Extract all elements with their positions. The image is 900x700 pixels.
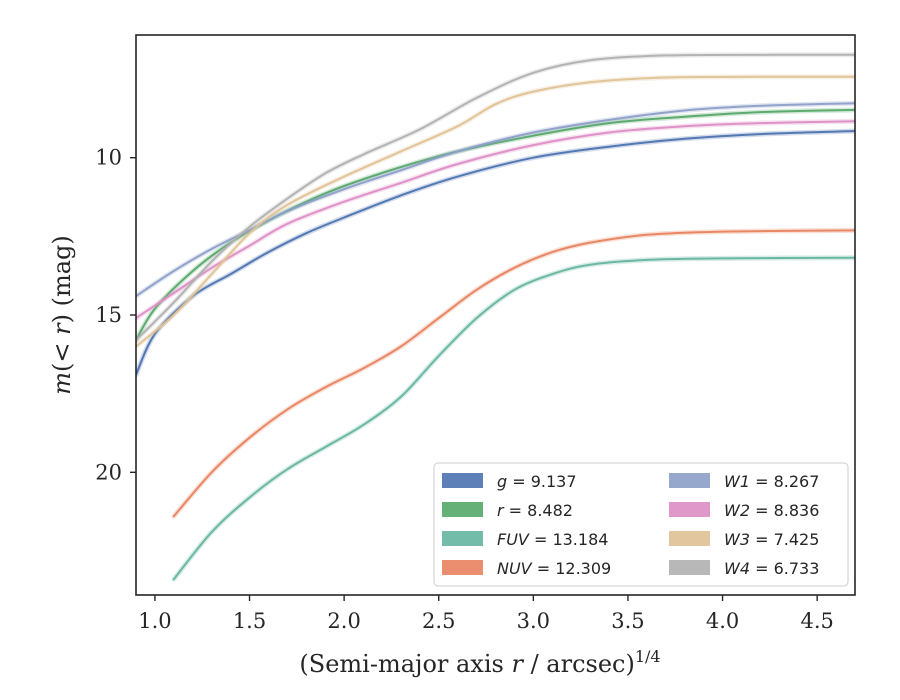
y-axis-label-open: ( (48, 363, 76, 372)
legend-label-name: W2 (724, 501, 750, 520)
legend-label-value: = 13.184 (529, 530, 609, 549)
legend-label-value: = 9.137 (507, 472, 576, 491)
legend-label-w3: W3 = 7.425 (724, 530, 819, 549)
y-axis-label-close: ) (48, 314, 76, 323)
legend-label-nuv: NUV = 12.309 (497, 559, 611, 578)
legend-label-name: FUV (497, 530, 530, 549)
legend-label-name: g (497, 472, 507, 491)
x-tick-label: 4.0 (706, 609, 739, 633)
legend-label-g: g = 9.137 (497, 472, 577, 491)
series-line-w2 (136, 120, 855, 320)
legend-label-value: = 8.267 (750, 472, 819, 491)
legend-label-r: r = 8.482 (497, 501, 573, 520)
legend-label-value: = 12.309 (532, 559, 612, 578)
legend-label-name: NUV (497, 559, 533, 578)
legend-label-name: W1 (724, 472, 750, 491)
legend-swatch-w2 (669, 502, 710, 517)
series-line-w1 (136, 102, 855, 298)
legend-swatch-r (442, 502, 483, 517)
x-tick-label: 1.5 (233, 609, 266, 633)
x-axis-label-sup: 1/4 (635, 647, 661, 666)
x-tick-label: 3.0 (517, 609, 550, 633)
legend-swatch-nuv (442, 560, 483, 575)
series-line-w4 (136, 53, 855, 342)
x-tick-label: 3.5 (611, 609, 644, 633)
legend-label-value: = 8.482 (504, 501, 573, 520)
y-axis-label: m(< r) (mag) (48, 235, 76, 395)
y-axis-label-r: r (48, 322, 76, 335)
series-line-w3 (136, 75, 855, 348)
x-axis-label-var: r (511, 650, 524, 678)
legend-label-value: = 8.836 (750, 501, 819, 520)
x-tick-label: 2.0 (327, 609, 360, 633)
legend-swatch-w1 (669, 473, 710, 488)
series-line-nuv (172, 229, 855, 518)
x-tick-label: 4.5 (800, 609, 833, 633)
legend-label-fuv: FUV = 13.184 (497, 530, 608, 549)
legend-label-value: = 7.425 (750, 530, 819, 549)
x-axis-label: (Semi-major axis r / arcsec)1/4 (299, 647, 660, 678)
legend-label-value: = 6.733 (750, 559, 819, 578)
legend-frame (433, 462, 849, 587)
legend-swatch-g (442, 473, 483, 488)
series-line-r (136, 108, 855, 342)
y-axis-label-lt: < (48, 335, 76, 363)
legend-label-w1: W1 = 8.267 (724, 472, 819, 491)
y-axis-label-unit: (mag) (48, 235, 76, 314)
x-tick-label: 1.0 (138, 609, 171, 633)
legend-label-name: r (497, 501, 505, 520)
y-axis-ticks: 10 15 20 (95, 146, 136, 484)
x-axis-ticks: 1.0 1.5 2.0 2.5 3.0 3.5 4.0 4.5 (138, 595, 834, 633)
y-axis-label-m: m (48, 372, 76, 395)
legend-label-w4: W4 = 6.733 (724, 559, 819, 578)
legend-label-name: W3 (724, 530, 750, 549)
legend-swatch-w4 (669, 560, 710, 575)
series-line-fuv (172, 256, 855, 581)
y-tick-label: 20 (95, 460, 122, 484)
y-tick-label: 15 (95, 303, 122, 327)
legend-label-w2: W2 = 8.836 (724, 501, 819, 520)
y-tick-label: 10 (95, 146, 122, 170)
x-axis-label-rest: / arcsec) (523, 650, 635, 678)
series-line-g (136, 130, 855, 376)
legend-label-name: W4 (724, 559, 750, 578)
x-tick-label: 2.5 (422, 609, 455, 633)
legend-swatch-w3 (669, 531, 710, 546)
x-axis-label-open: (Semi-major axis (299, 650, 511, 678)
series-lines (136, 52, 855, 582)
legend-swatch-fuv (442, 531, 483, 546)
